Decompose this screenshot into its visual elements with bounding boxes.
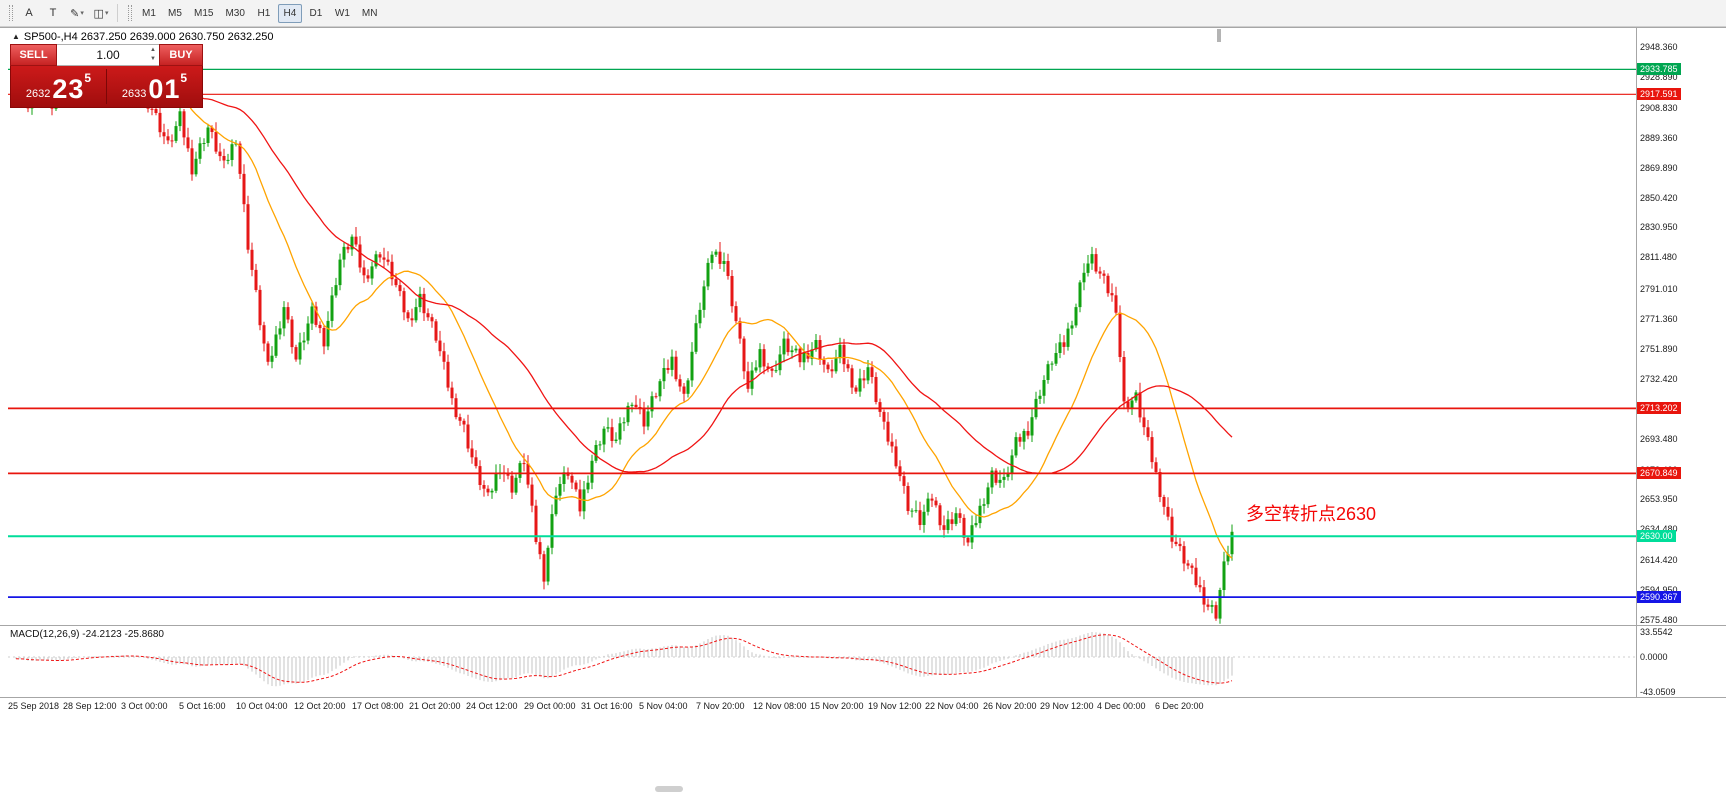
price-axis-label: 2575.480: [1640, 615, 1678, 625]
macd-axis-label: -43.0509: [1640, 687, 1676, 697]
macd-axis-label: 0.0000: [1640, 652, 1668, 662]
symbol-ohlc-text: SP500-,H4 2637.250 2639.000 2630.750 263…: [23, 31, 274, 43]
timeframe-button-d1[interactable]: D1: [309, 7, 323, 19]
time-axis-label: 17 Oct 08:00: [352, 701, 404, 711]
macd-signal-line: [15, 634, 1233, 684]
toolbar-separator: [117, 4, 118, 22]
price-axis-label: 2634.480: [1640, 524, 1678, 534]
level-badge-2590.367: 2590.367: [1637, 591, 1681, 604]
sell-price-prefix: 2632: [25, 88, 51, 100]
price-axis-label: 2653.950: [1640, 494, 1678, 505]
time-axis-label: 4 Dec 00:00: [1097, 701, 1146, 711]
timeframe-group: M1 M5 M15 M30 H1 H4 D1 W1 MN: [137, 3, 382, 23]
price-axis-label: 2948.360: [1640, 42, 1678, 52]
time-axis-label: 19 Nov 12:00: [868, 701, 922, 711]
volume-value: 1.00: [96, 48, 120, 62]
level-badge-2713.202: 2713.202: [1637, 402, 1681, 415]
time-axis-label: 24 Oct 12:00: [466, 701, 518, 711]
time-axis-label: 21 Oct 20:00: [409, 701, 461, 711]
time-axis-label: 3 Oct 00:00: [121, 701, 168, 711]
timeframe-button-mn[interactable]: MN: [361, 7, 378, 19]
timeframe-button-m5[interactable]: M5: [168, 7, 182, 19]
macd-group: [8, 632, 1636, 687]
buy-price-pips: 01: [148, 74, 181, 104]
price-axis-label: 2869.890: [1640, 162, 1678, 173]
buy-price-display[interactable]: 2633 01 5: [107, 66, 202, 107]
candles-group: [8, 54, 1636, 624]
level-badge-2630.00: 2630.00: [1637, 530, 1676, 543]
time-axis-label: 12 Oct 20:00: [294, 701, 346, 711]
price-axis-label: 2732.420: [1640, 373, 1678, 384]
chart-title: ▲ SP500-,H4 2637.250 2639.000 2630.750 26…: [12, 31, 273, 43]
chart-shift-marker: [1217, 29, 1221, 42]
timeframes-drag-handle[interactable]: [128, 5, 132, 21]
sell-price-pips: 23: [52, 74, 85, 104]
buy-price-fraction: 5: [180, 71, 188, 85]
price-axis-label: 2771.360: [1640, 314, 1678, 324]
buy-price-prefix: 2633: [121, 88, 147, 100]
time-axis-label: 15 Nov 20:00: [810, 701, 864, 711]
time-axis-label: 10 Oct 04:00: [236, 701, 288, 711]
time-axis-label: 22 Nov 04:00: [925, 701, 979, 711]
price-divider: [106, 69, 107, 104]
price-axis-label: 2908.830: [1640, 102, 1678, 113]
price-axis-label: 2889.360: [1640, 132, 1678, 143]
price-axis-label: 2850.420: [1640, 192, 1678, 203]
level-badge-2933.785: 2933.785: [1637, 63, 1681, 76]
ma-fast-line: [15, 69, 1233, 559]
text-tool-button[interactable]: T: [49, 7, 57, 19]
buy-button[interactable]: BUY: [159, 44, 203, 66]
one-click-collapse-icon[interactable]: ▲: [12, 32, 20, 41]
time-axis-label: 26 Nov 20:00: [983, 701, 1037, 711]
level-badge-2670.849: 2670.849: [1637, 467, 1681, 480]
objects-tool-button[interactable]: ◫ ▾: [93, 7, 109, 20]
line-studies-toolbar: A T ✎ ▾ ◫ ▾: [18, 3, 112, 23]
one-click-trading-panel: SELL 1.00 ▲ ▼ BUY 2632 23 5 2633 01 5: [10, 44, 203, 108]
time-axis-label: 25 Sep 2018: [8, 701, 60, 711]
price-axis-label: 2594.950: [1640, 585, 1678, 596]
font-tool-button[interactable]: A: [25, 7, 33, 19]
price-axis-label: 2811.480: [1640, 252, 1677, 263]
time-axis-label: 5 Nov 04:00: [639, 701, 688, 711]
macd-indicator-label: MACD(12,26,9) -24.2123 -25.8680: [10, 629, 164, 640]
timeframe-button-m15[interactable]: M15: [194, 7, 214, 19]
timeframe-button-w1[interactable]: W1: [334, 7, 350, 19]
time-axis-label: 31 Oct 16:00: [581, 701, 633, 711]
timeframe-button-m1[interactable]: M1: [142, 7, 156, 19]
volume-up-button[interactable]: ▲: [150, 47, 156, 53]
time-axis-label: 12 Nov 08:00: [753, 701, 807, 711]
price-axis-label: 2928.890: [1640, 71, 1678, 82]
bottom-artifact: [655, 786, 683, 792]
toolbar-drag-handle[interactable]: [9, 5, 13, 21]
draw-tool-button[interactable]: ✎ ▾: [70, 7, 84, 20]
time-axis-label: 6 Dec 20:00: [1155, 701, 1204, 711]
time-axis-label: 5 Oct 16:00: [179, 701, 226, 711]
volume-input[interactable]: 1.00 ▲ ▼: [57, 44, 159, 66]
level-badge-2917.591: 2917.591: [1637, 88, 1681, 101]
chart-annotation-text[interactable]: 多空转折点2630: [1246, 504, 1377, 524]
time-axis-label: 28 Sep 12:00: [63, 701, 117, 711]
time-axis-label: 29 Oct 00:00: [524, 701, 576, 711]
sell-button[interactable]: SELL: [10, 44, 57, 66]
sell-price-fraction: 5: [84, 71, 92, 85]
macd-axis-label: 33.5542: [1640, 627, 1673, 637]
price-axis-label: 2693.480: [1640, 433, 1678, 444]
time-axis-label: 29 Nov 12:00: [1040, 701, 1094, 711]
price-axis-label: 2751.890: [1640, 343, 1678, 354]
timeframe-button-h1[interactable]: H1: [257, 7, 271, 19]
timeframe-button-h4[interactable]: H4: [277, 3, 302, 23]
sell-price-display[interactable]: 2632 23 5: [11, 66, 106, 107]
time-axis-label: 7 Nov 20:00: [696, 701, 745, 711]
price-axis-label: 2830.950: [1640, 222, 1678, 233]
timeframe-button-m30[interactable]: M30: [225, 7, 245, 19]
price-axis-label: 2614.420: [1640, 555, 1678, 566]
ma-slow-line: [15, 63, 1233, 475]
price-axis-label: 2791.010: [1640, 283, 1678, 294]
toolbar: A T ✎ ▾ ◫ ▾ M1 M5 M15 M30 H1 H4 D1 W1 MN: [0, 0, 1726, 27]
volume-down-button[interactable]: ▼: [150, 56, 156, 62]
